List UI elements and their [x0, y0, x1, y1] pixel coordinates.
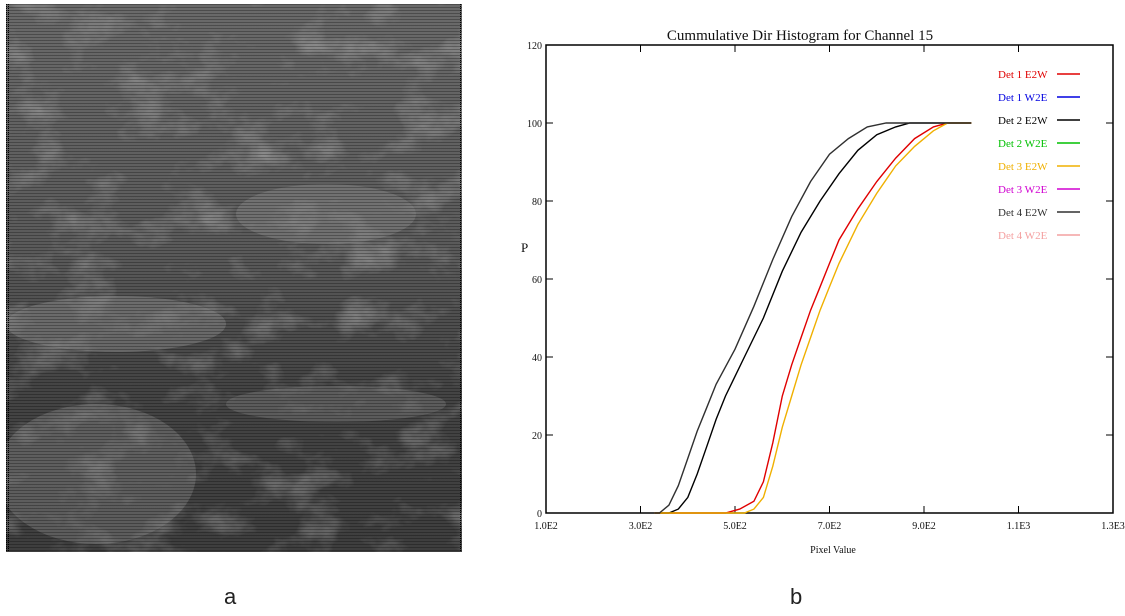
x-tick-label: 5.0E2 — [723, 521, 747, 532]
y-axis-label: P — [521, 240, 528, 255]
legend-label: Det 4 E2W — [998, 207, 1048, 219]
series-line-det-1-e2w — [654, 122, 972, 514]
series-line-det-3-e2w — [654, 122, 972, 514]
chart-title: Cummulative Dir Histogram for Channel 15 — [667, 28, 933, 44]
x-tick-label: 1.3E3 — [1101, 521, 1125, 532]
panel-label-b: b — [790, 584, 803, 609]
y-tick-label: 80 — [532, 197, 542, 208]
plot-area-frame — [545, 44, 1114, 514]
x-tick-label: 7.0E2 — [818, 521, 842, 532]
y-tick-label: 100 — [527, 119, 542, 130]
x-tick-label: 3.0E2 — [629, 521, 653, 532]
y-tick-label: 60 — [532, 275, 542, 286]
panel-label-a: a — [224, 584, 237, 609]
y-tick-label: 0 — [537, 509, 542, 520]
x-axis-label: Pixel Value — [810, 545, 856, 556]
y-axis: 0 20 40 60 80 100 120 — [527, 41, 1113, 520]
x-axis: 1.0E2 3.0E2 5.0E2 7.0E2 9.0E2 1.1E3 1.3E3 — [534, 45, 1125, 532]
x-tick-label: 9.0E2 — [912, 521, 936, 532]
legend-label: Det 1 E2W — [998, 69, 1048, 81]
satellite-image — [6, 4, 462, 552]
legend-label: Det 3 W2E — [998, 184, 1048, 196]
x-tick-label: 1.1E3 — [1007, 521, 1031, 532]
y-tick-label: 20 — [532, 431, 542, 442]
y-tick-label: 40 — [532, 353, 542, 364]
series-line-det-4-e2w — [654, 122, 972, 514]
y-tick-label: 120 — [527, 41, 542, 52]
cumulative-histogram-chart: Cummulative Dir Histogram for Channel 15… — [521, 28, 1125, 556]
series-lines — [654, 122, 972, 514]
x-tick-label: 1.0E2 — [534, 521, 558, 532]
legend-label: Det 4 W2E — [998, 230, 1048, 242]
legend-label: Det 2 W2E — [998, 138, 1048, 150]
legend-label: Det 2 E2W — [998, 115, 1048, 127]
legend-label: Det 1 W2E — [998, 92, 1048, 104]
legend: Det 1 E2W Det 1 W2E Det 2 E2W Det 2 W2E Det … — [998, 69, 1080, 242]
legend-label: Det 3 E2W — [998, 161, 1048, 173]
series-line-det-2-e2w — [654, 122, 972, 514]
